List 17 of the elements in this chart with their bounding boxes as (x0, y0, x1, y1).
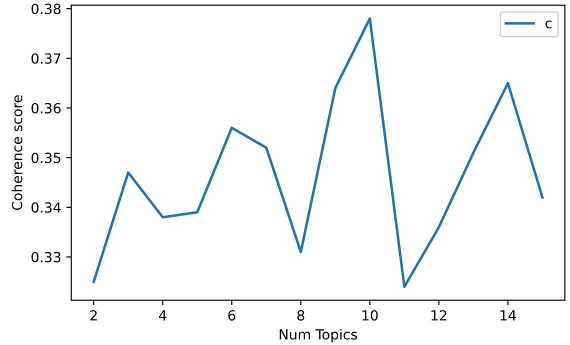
x-tick-label: 4 (158, 310, 166, 320)
y-tick-label: 0.37 (32, 53, 60, 64)
x-tick-label: 14 (500, 310, 516, 320)
x-tick-label: 10 (362, 310, 378, 321)
x-tick-label: 6 (228, 310, 236, 321)
y-tick-label: 0.35 (32, 152, 60, 164)
x-tick-label: 8 (297, 310, 304, 321)
y-tick-label: 0.34 (32, 202, 61, 213)
x-tick-label: 12 (432, 310, 446, 320)
line-series (92, 17, 544, 288)
x-tick-label: 2 (90, 310, 97, 320)
y-tick-label: 0.33 (32, 252, 60, 262)
y-tick-label: 0.36 (32, 102, 61, 114)
y-tick-label: 0.38 (32, 4, 61, 14)
legend-label: c (546, 20, 552, 28)
x-axis-title: Num Topics (280, 328, 358, 342)
y-axis-title: Coherence score (12, 95, 22, 210)
